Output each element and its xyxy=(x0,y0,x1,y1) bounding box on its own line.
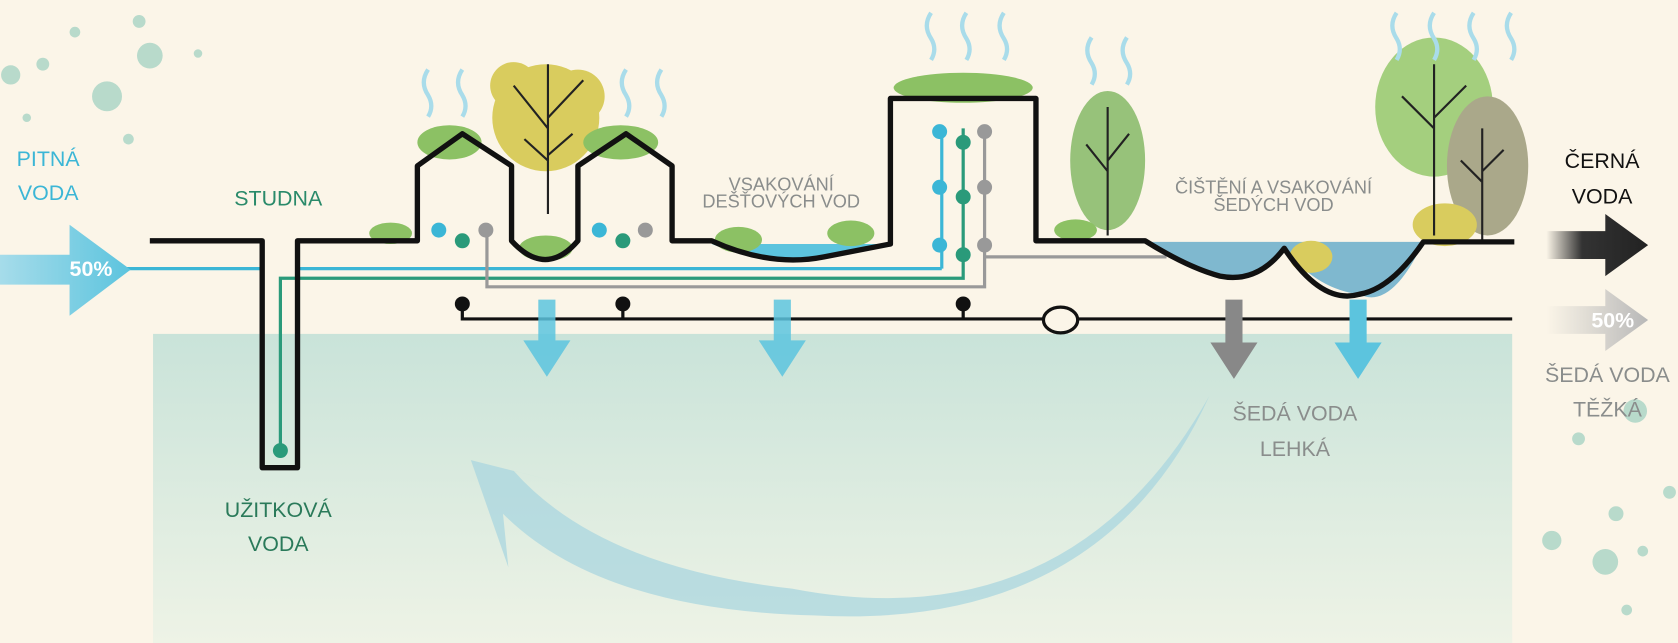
label-line: LEHKÁ xyxy=(1260,436,1331,461)
label-line: VODA xyxy=(18,181,79,205)
dots xyxy=(1,14,1676,616)
diagram-body: PITNÁ VODA 50% STUDNA UŽITKOVÁ VODA VSAKOV… xyxy=(0,11,1676,643)
grey-share: 50% xyxy=(1591,308,1634,332)
grey-treatment-label: ČIŠTĚNÍ A VSAKOVÁNÍ ŠEDÝCH VOD xyxy=(1175,177,1373,215)
well-label: STUDNA xyxy=(234,186,323,210)
service-water-label: UŽITKOVÁ VODA xyxy=(225,497,333,556)
infiltration-arrows xyxy=(523,299,1382,379)
label-line: ČERNÁ xyxy=(1565,148,1641,173)
black-water-arrow xyxy=(1546,214,1649,277)
label-line: PITNÁ xyxy=(17,146,81,171)
label-line: UŽITKOVÁ xyxy=(225,497,333,522)
grey-light-label: ŠEDÁ VODA LEHKÁ xyxy=(1233,401,1359,461)
label-line: ŠEDÁ VODA xyxy=(1545,362,1671,387)
soil xyxy=(153,333,1513,643)
taps xyxy=(272,124,1080,459)
label-line: TĚŽKÁ xyxy=(1573,396,1643,421)
rain-infiltration-label: VSAKOVÁNÍ DEŠŤOVÝCH VOD xyxy=(702,174,860,211)
ground-outline xyxy=(149,95,1515,471)
label-line: ČIŠTĚNÍ A VSAKOVÁNÍ xyxy=(1175,177,1373,198)
grey-heavy-label: ŠEDÁ VODA TĚŽKÁ xyxy=(1545,362,1671,421)
trees xyxy=(369,37,1529,273)
potable-label: PITNÁ VODA xyxy=(17,146,81,205)
label-line: VSAKOVÁNÍ xyxy=(729,174,835,194)
potable-share: 50% xyxy=(70,257,113,281)
steam xyxy=(421,11,1517,118)
label-line: VODA xyxy=(1572,184,1633,208)
label-line: ŠEDÁ VODA xyxy=(1233,401,1359,426)
recycle-arrow xyxy=(470,395,1210,617)
label-line: DEŠŤOVÝCH VOD xyxy=(702,191,860,212)
treatment-pond xyxy=(1150,241,1515,298)
potable-arrow xyxy=(0,224,131,316)
label-line: ŠEDÝCH VOD xyxy=(1213,194,1333,215)
grey-water-arrow xyxy=(1546,288,1649,352)
black-water-label: ČERNÁ VODA xyxy=(1565,148,1641,208)
label-line: VODA xyxy=(248,532,309,556)
